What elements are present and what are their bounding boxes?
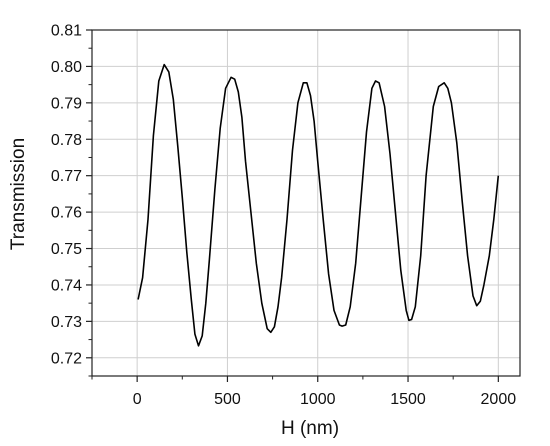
axis-ticks xyxy=(86,29,499,382)
series-line xyxy=(137,63,500,347)
tick-labels: 0 500 1000 1500 2000 0.72 0.73 0.74 0.75 0.76 0.77… xyxy=(51,23,516,409)
plot-frame xyxy=(91,29,521,377)
y-tick-label: 0.77 xyxy=(51,168,82,185)
y-tick-label: 0.76 xyxy=(51,205,82,222)
grid xyxy=(92,29,520,376)
x-tick-label: 500 xyxy=(214,391,241,408)
y-tick-label: 0.81 xyxy=(51,23,82,40)
y-tick-label: 0.73 xyxy=(51,314,82,331)
y-axis-title: Transmission xyxy=(8,138,29,250)
y-tick-label: 0.75 xyxy=(51,241,82,258)
x-tick-label: 0 xyxy=(133,391,142,408)
x-tick-label: 1500 xyxy=(390,391,426,408)
y-tick-label: 0.79 xyxy=(51,95,82,112)
y-tick-label: 0.72 xyxy=(51,350,82,367)
x-tick-label: 1000 xyxy=(300,391,336,408)
y-tick-label: 0.78 xyxy=(51,132,82,149)
x-tick-label: 2000 xyxy=(481,391,517,408)
y-tick-label: 0.74 xyxy=(51,277,82,294)
x-axis-title: H (nm) xyxy=(281,418,339,439)
y-tick-label: 0.80 xyxy=(51,59,82,76)
